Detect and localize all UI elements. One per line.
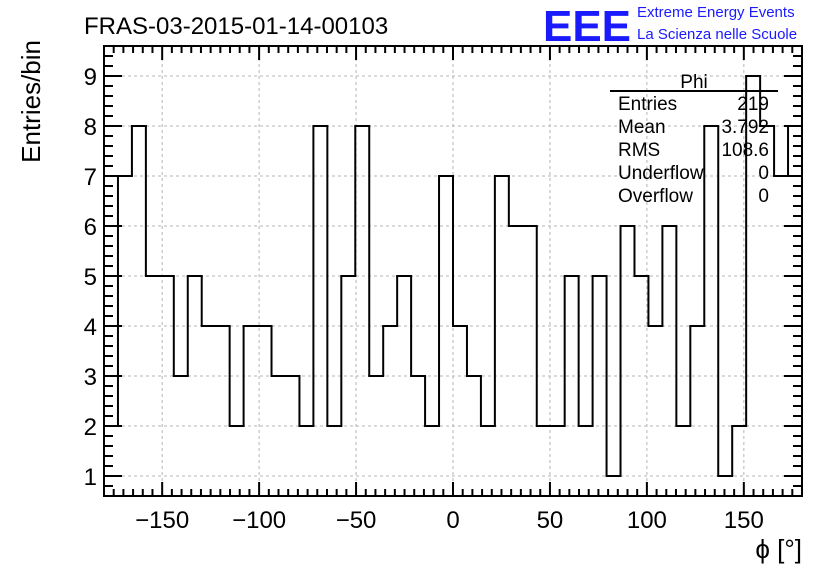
x-axis-label: ϕ [°] <box>755 534 802 564</box>
y-tick-label: 5 <box>84 264 97 291</box>
x-tick-label: 50 <box>537 507 564 534</box>
x-tick-labels: −150 −100 −50 0 50 100 150 <box>135 507 764 534</box>
eee-logo-line1: Extreme Energy Events <box>637 4 795 21</box>
x-tick-label: 150 <box>724 507 764 534</box>
chart-title: FRAS-03-2015-01-14-00103 <box>84 13 388 40</box>
x-tick-label: 100 <box>627 507 667 534</box>
stats-value: 0 <box>758 186 769 207</box>
stats-value: 219 <box>737 94 769 115</box>
y-tick-label: 6 <box>84 214 97 241</box>
stats-label: Underflow <box>618 163 704 184</box>
y-tick-label: 8 <box>84 114 97 141</box>
y-tick-label: 9 <box>84 64 97 91</box>
y-tick-label: 1 <box>84 464 97 491</box>
y-tick-label: 3 <box>84 364 97 391</box>
stats-value: 108.6 <box>721 140 769 161</box>
eee-logo: EEE <box>543 2 631 51</box>
x-tick-label: 0 <box>446 507 459 534</box>
histogram-bars <box>103 75 803 496</box>
x-tick-label: −50 <box>336 507 377 534</box>
stats-value: 0 <box>758 163 769 184</box>
stats-box: Phi Entries 219 Mean 3.792 RMS 108.6 Underflow… <box>610 72 778 207</box>
y-tick-label: 4 <box>84 314 97 341</box>
x-tick-label: −150 <box>135 507 189 534</box>
y-tick-label: 7 <box>84 164 97 191</box>
stats-box-title: Phi <box>680 72 707 93</box>
y-tick-label: 2 <box>84 414 97 441</box>
y-axis-label: Entries/bin <box>16 40 46 163</box>
stats-label: Entries <box>618 94 677 115</box>
y-tick-labels: 1 2 3 4 5 6 7 8 9 <box>84 64 97 491</box>
stats-label: Overflow <box>618 186 693 207</box>
stats-label: RMS <box>618 140 660 161</box>
eee-logo-line2: La Scienza nelle Scuole <box>637 26 797 43</box>
axis-ticks <box>104 45 802 496</box>
x-tick-label: −100 <box>232 507 286 534</box>
stats-value: 3.792 <box>721 117 769 138</box>
stats-label: Mean <box>618 117 666 138</box>
